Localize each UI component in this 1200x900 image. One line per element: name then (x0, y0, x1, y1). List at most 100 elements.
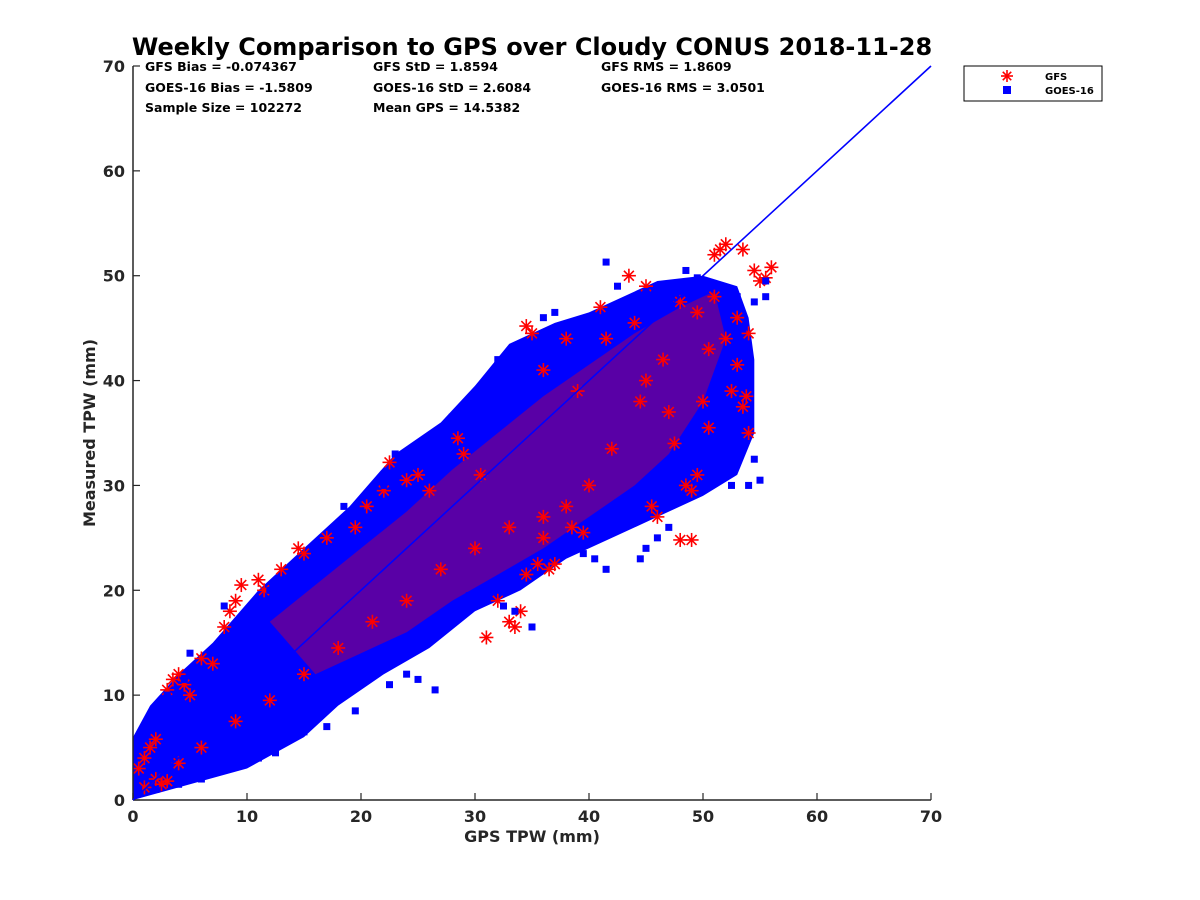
goes16-point (311, 544, 319, 552)
y-tick-label: 40 (103, 372, 125, 391)
gfs-point (661, 405, 676, 420)
goes16-point (220, 639, 228, 647)
gfs-point (479, 630, 494, 645)
gfs-point (690, 467, 705, 482)
goes16-point (591, 555, 599, 563)
gfs-point (684, 483, 699, 498)
x-tick-label: 60 (806, 807, 828, 826)
goes16-point (186, 649, 194, 657)
gfs-point (331, 640, 346, 655)
gfs-point (133, 761, 146, 776)
gfs-point (297, 667, 311, 682)
goes16-point (762, 277, 770, 285)
goes16-point (500, 602, 507, 610)
goes16-point (431, 686, 439, 694)
gfs-point (319, 530, 334, 545)
gfs-point (262, 693, 277, 708)
goes16-point (465, 592, 473, 600)
goes16-point (334, 523, 342, 531)
goes16-point (152, 712, 160, 720)
gfs-point (228, 714, 243, 729)
gfs-point (564, 520, 579, 535)
goes16-point (300, 728, 308, 736)
goes16-point (437, 429, 445, 437)
goes16-point (642, 544, 650, 552)
gfs-point (735, 242, 750, 257)
gfs-point (160, 774, 175, 789)
goes16-point (180, 675, 188, 683)
goes16-point (351, 707, 359, 715)
gfs-point (519, 319, 534, 334)
goes16-point (289, 565, 297, 573)
goes16-point (254, 754, 262, 762)
goes-bias-stat: GOES-16 Bias = -1.5809 (145, 80, 313, 95)
goes16-point (750, 455, 758, 463)
goes16-point (762, 293, 770, 301)
gfs-point (507, 619, 522, 634)
goes16-point (728, 481, 735, 489)
gfs-point (297, 546, 311, 561)
goes16-point-cloud (133, 275, 755, 800)
gfs-point (639, 373, 653, 388)
gfs-point (251, 572, 266, 587)
goes16-point (380, 481, 388, 489)
goes16-point (152, 786, 160, 794)
gfs-point (621, 268, 636, 283)
y-tick-label: 10 (103, 686, 125, 705)
gfs-point (411, 467, 425, 482)
gfs-point (456, 446, 471, 461)
gfs-std-stat: GFS StD = 1.8594 (373, 59, 498, 74)
gfs-point (582, 478, 596, 493)
goes16-point (745, 481, 753, 489)
data-layer (133, 237, 779, 800)
gfs-point (205, 656, 220, 671)
gfs-point (739, 389, 754, 404)
legend-gfs-marker (1001, 70, 1013, 82)
gfs-point (399, 593, 414, 608)
gfs-point (741, 426, 756, 440)
gfs-point (730, 357, 745, 372)
y-tick-label: 70 (103, 57, 125, 76)
gfs-point (536, 509, 551, 524)
goes-rms-stat: GOES-16 RMS = 3.0501 (601, 80, 765, 95)
gfs-point (599, 331, 614, 346)
gfs-point (365, 614, 380, 629)
goes16-point (722, 298, 730, 306)
legend-label: GFS (1045, 72, 1067, 83)
goes16-point (682, 266, 690, 274)
gfs-point (194, 651, 209, 666)
gfs-point (707, 289, 722, 304)
x-tick-label: 10 (236, 807, 258, 826)
gfs-point (650, 509, 665, 524)
goes16-point (665, 523, 673, 531)
goes16-point (465, 403, 473, 411)
gfs-point (228, 593, 243, 608)
goes16-point (386, 681, 393, 689)
gfs-point (764, 260, 779, 275)
gfs-point-cloud (269, 291, 726, 675)
gfs-point (382, 455, 397, 470)
gfs-point (718, 331, 733, 346)
y-axis-label: Measured TPW (mm) (80, 339, 99, 527)
gfs-point (536, 530, 551, 545)
gfs-point (667, 436, 682, 451)
gfs-point (519, 567, 534, 582)
x-tick-label: 0 (127, 807, 138, 826)
gfs-point (468, 541, 482, 556)
y-tick-label: 30 (103, 476, 125, 495)
gfs-point (143, 740, 158, 755)
goes16-point (716, 471, 724, 479)
goes16-point (494, 356, 502, 364)
gfs-point (735, 399, 750, 414)
legend-label: GOES-16 (1045, 86, 1094, 97)
one-to-one-line (132, 65, 932, 801)
gfs-point (656, 352, 671, 367)
goes16-point (636, 555, 644, 563)
goes16-point (243, 607, 251, 615)
goes16-point (340, 502, 348, 510)
gfs-point (559, 499, 574, 514)
goes16-point (614, 282, 621, 290)
gfs-point (633, 394, 648, 409)
legend-goes16-marker (1003, 86, 1011, 94)
gfs-point (422, 483, 437, 498)
